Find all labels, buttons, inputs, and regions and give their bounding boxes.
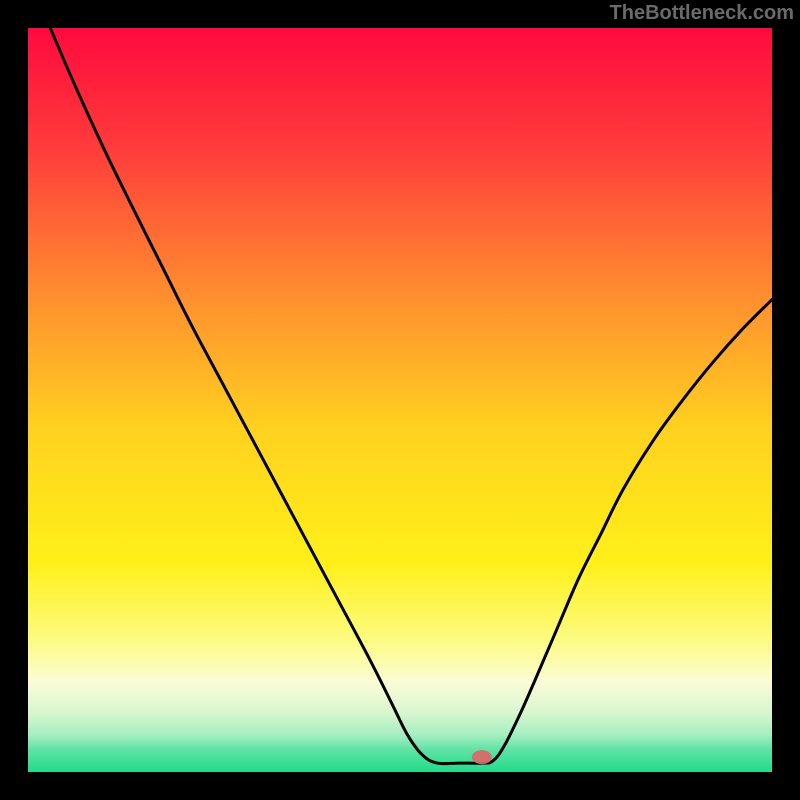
optimal-marker <box>472 750 492 764</box>
plot-area <box>28 28 772 772</box>
gradient-background <box>28 28 772 772</box>
watermark-text: TheBottleneck.com <box>610 2 794 25</box>
chart-container: TheBottleneck.com <box>0 0 800 800</box>
chart-svg <box>28 28 772 772</box>
